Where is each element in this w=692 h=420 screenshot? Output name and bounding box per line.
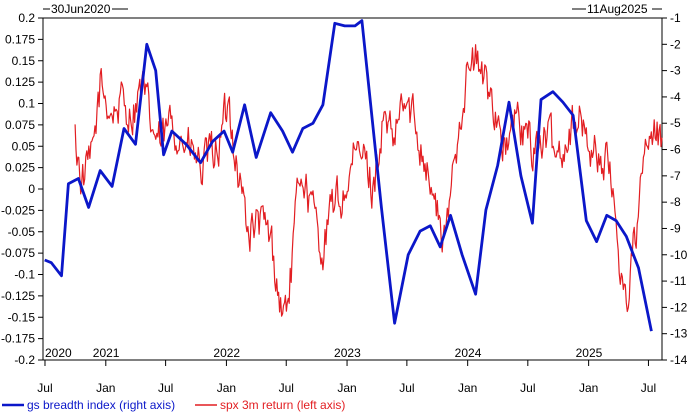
x-axis-month-label: Jan — [337, 381, 356, 395]
start-date-label: 30Jun2020 — [51, 2, 111, 16]
left-axis-tick-label: 0.075 — [5, 118, 35, 132]
x-axis-month-label: Jan — [579, 381, 598, 395]
right-axis-tick-label: -7 — [670, 169, 681, 183]
right-axis-tick-label: -14 — [670, 353, 688, 367]
right-axis-tick-label: -13 — [670, 327, 688, 341]
x-axis-month-label: Jul — [37, 381, 52, 395]
left-axis-tick-label: -0.2 — [14, 353, 35, 367]
left-axis-tick-label: 0.1 — [18, 97, 35, 111]
right-axis-tick-label: -11 — [670, 274, 687, 288]
x-axis-year-label: 2025 — [576, 346, 603, 360]
x-axis-month-label: Jul — [158, 381, 173, 395]
left-axis-tick-label: -0.1 — [14, 268, 35, 282]
x-axis-year-label: 2020 — [45, 346, 72, 360]
left-axis-tick-label: 0 — [28, 182, 35, 196]
x-axis-month-label: Jul — [399, 381, 414, 395]
left-axis-tick-label: 0.2 — [18, 11, 35, 25]
right-axis-tick-label: -6 — [670, 143, 681, 157]
left-axis-tick-label: 0.15 — [12, 54, 36, 68]
left-axis-tick-label: -0.175 — [1, 332, 35, 346]
right-axis-tick-label: -4 — [670, 90, 681, 104]
right-axis-tick-label: -3 — [670, 64, 681, 78]
left-axis-tick-label: 0.125 — [5, 75, 35, 89]
legend: gs breadth index (right axis) spx 3m retu… — [2, 398, 345, 412]
x-axis-month-label: Jan — [458, 381, 477, 395]
x-axis-year-label: 2023 — [334, 346, 361, 360]
right-axis-tick-label: -1 — [670, 11, 681, 25]
left-axis-tick-label: -0.125 — [1, 289, 35, 303]
right-axis-tick-label: -9 — [670, 221, 681, 235]
x-axis-month-label: Jul — [279, 381, 294, 395]
right-axis-tick-label: -10 — [670, 248, 688, 262]
left-axis-tick-label: 0.025 — [5, 161, 35, 175]
end-date-label: 11Aug2025 — [587, 2, 648, 16]
left-axis-tick-label: 0.175 — [5, 32, 35, 46]
x-axis-year-label: 2021 — [93, 346, 120, 360]
x-axis: Jul Jan Jul Jan Jul Jan Jul Jan Jul Jan Jul 2020 202… — [37, 346, 656, 395]
right-y-axis: -1 -2 -3 -4 -5 -6 -7 -8 -9 -10 -11 -12 -13 -14 — [662, 11, 688, 367]
series-layer — [44, 19, 663, 332]
gs-breadth-index-line — [44, 19, 653, 332]
left-axis-tick-label: -0.075 — [1, 246, 35, 260]
left-axis-tick-label: -0.025 — [1, 203, 35, 217]
x-axis-month-label: Jul — [641, 381, 656, 395]
right-axis-tick-label: -12 — [670, 300, 688, 314]
x-axis-month-label: Jul — [520, 381, 535, 395]
plot-frame — [42, 17, 663, 361]
x-axis-year-label: 2024 — [455, 346, 482, 360]
right-axis-tick-label: -8 — [670, 195, 681, 209]
left-axis-tick-label: -0.05 — [8, 225, 36, 239]
x-axis-year-label: 2022 — [213, 346, 240, 360]
left-axis-tick-label: -0.15 — [8, 310, 36, 324]
legend-label: gs breadth index (right axis) — [27, 398, 175, 412]
legend-label: spx 3m return (left axis) — [220, 398, 345, 412]
x-axis-month-label: Jan — [217, 381, 236, 395]
left-axis-tick-label: 0.05 — [12, 139, 36, 153]
x-axis-month-label: Jan — [96, 381, 115, 395]
right-axis-tick-label: -2 — [670, 37, 681, 51]
left-y-axis: 0.2 0.175 0.15 0.125 0.1 0.075 0.05 0.025 0 -0.02… — [1, 11, 43, 367]
right-axis-tick-label: -5 — [670, 116, 681, 130]
